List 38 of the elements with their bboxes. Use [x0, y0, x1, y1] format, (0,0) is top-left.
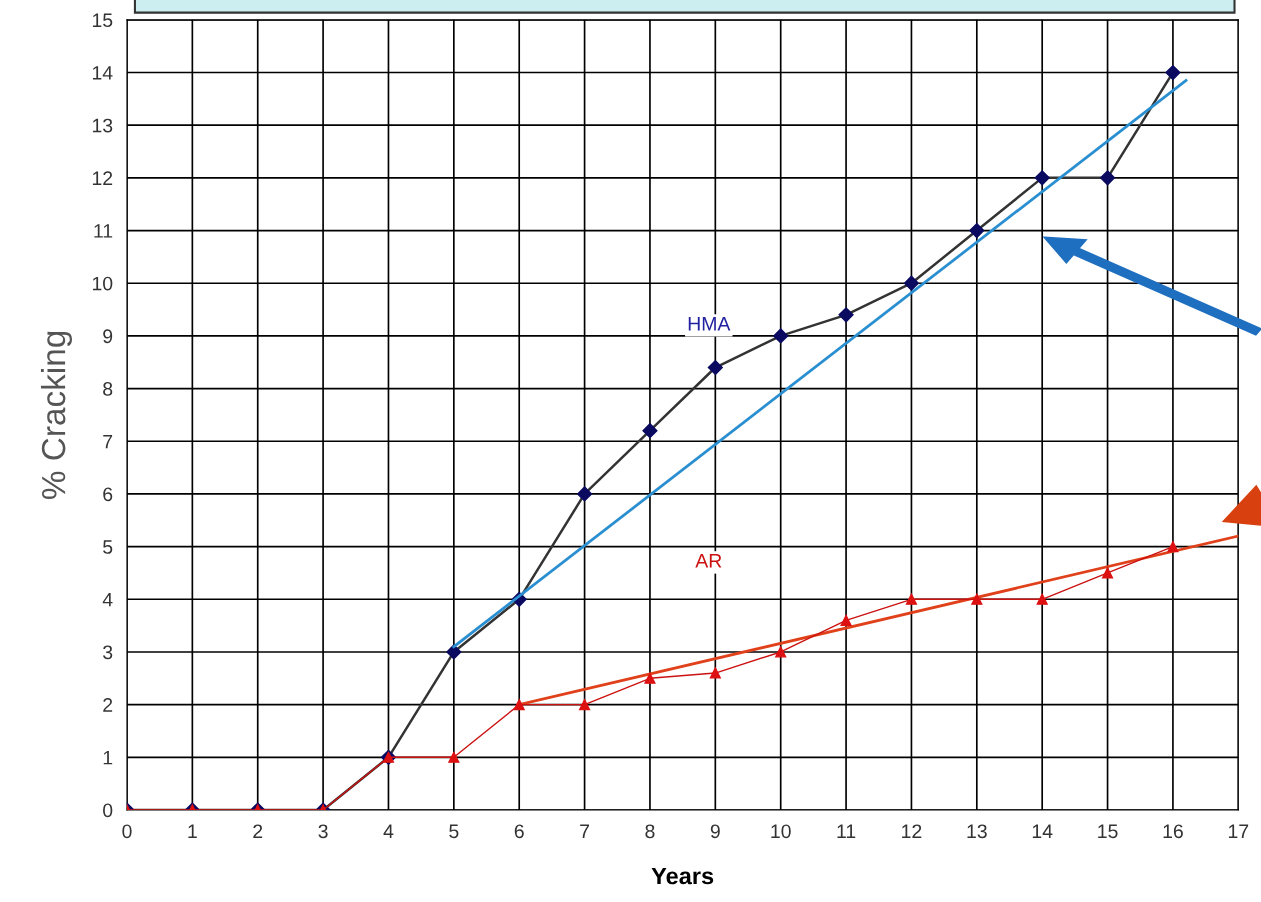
- y-tick-label: 10: [92, 276, 113, 291]
- y-tick-label: 2: [103, 698, 113, 712]
- text: AR: [695, 554, 722, 568]
- y-tick-label: 6: [103, 487, 113, 502]
- y-tick-label: 4: [102, 592, 113, 607]
- x-tick-label: 3: [318, 824, 328, 839]
- y-tick-label: 0: [103, 803, 113, 818]
- y-tick-label: 3: [103, 645, 113, 660]
- x-tick-label: 10: [771, 824, 791, 839]
- x-tick-label: 11: [837, 824, 856, 838]
- y-tick-label: 13: [92, 118, 113, 133]
- x-tick-label: 1: [188, 824, 197, 838]
- x-tick-label: 5: [449, 824, 459, 839]
- x-tick-label: 9: [710, 824, 720, 839]
- x-tick-label: 6: [514, 824, 524, 839]
- y-tick-label: 11: [94, 224, 113, 238]
- y-tick-label: 7: [103, 434, 113, 449]
- x-axis-title: Years: [651, 867, 714, 885]
- y-tick-label: 12: [92, 171, 113, 185]
- x-tick-label: 8: [645, 824, 655, 839]
- y-axis-title: % Cracking: [40, 331, 73, 499]
- y-tick-label: 9: [103, 329, 113, 344]
- x-tick-label: 13: [967, 824, 987, 839]
- y-tick-label: 5: [103, 540, 113, 554]
- x-tick-label: 4: [383, 824, 394, 838]
- x-tick-label: 0: [122, 824, 132, 839]
- x-tick-label: 16: [1163, 824, 1183, 839]
- y-tick-label: 8: [103, 382, 113, 396]
- y-tick-label: 15: [92, 13, 113, 28]
- y-tick-label: 14: [92, 66, 113, 80]
- series-label: HMA: [688, 317, 731, 331]
- x-tick-label: 12: [902, 824, 922, 838]
- x-tick-label: 17: [1228, 824, 1249, 838]
- y-tick-label: 1: [103, 750, 113, 765]
- x-tick-label: 15: [1098, 824, 1118, 839]
- x-tick-label: 2: [253, 824, 263, 838]
- x-tick-label: 7: [580, 824, 590, 838]
- x-tick-label: 14: [1032, 824, 1053, 838]
